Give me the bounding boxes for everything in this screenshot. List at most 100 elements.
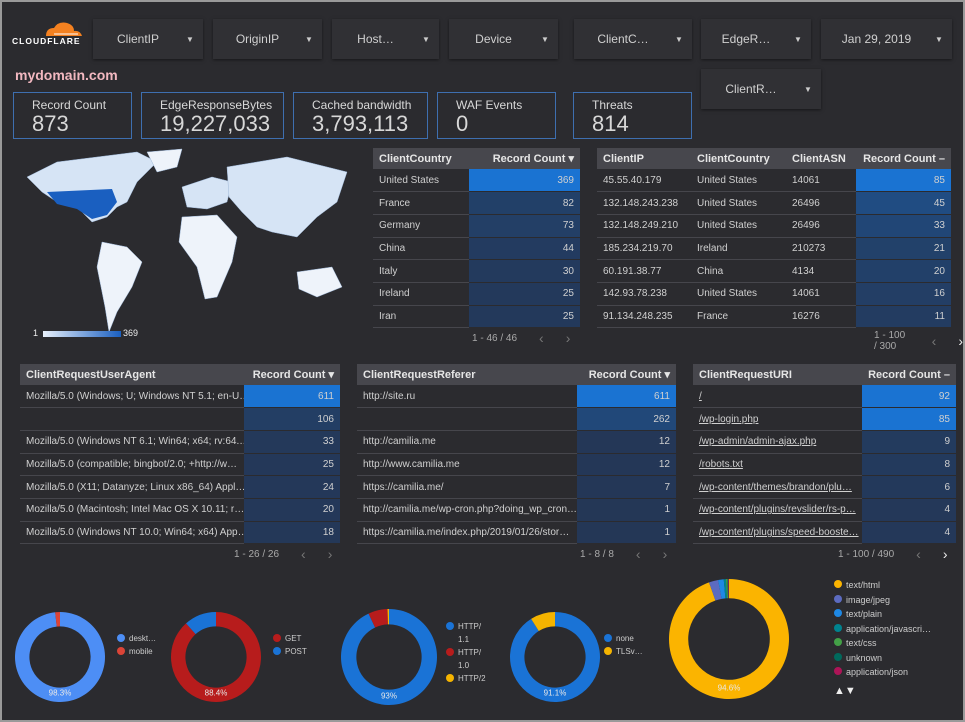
donut-slice[interactable]	[171, 612, 261, 702]
column-header[interactable]: Record Count –	[856, 148, 951, 169]
chevron-left-icon[interactable]: ‹	[301, 546, 306, 562]
filter-dropdown[interactable]: Host… ▼	[332, 19, 439, 59]
donut-slice[interactable]	[15, 612, 106, 702]
donut-slice[interactable]	[718, 579, 726, 599]
donut-slice[interactable]	[341, 609, 437, 705]
column-header[interactable]: Record Count ▾	[469, 148, 580, 169]
table-row[interactable]: Iran 25	[373, 305, 580, 329]
legend-item[interactable]: HTTP/ 1.0	[446, 646, 486, 672]
table-row[interactable]: http://site.ru 611	[357, 385, 676, 409]
column-header[interactable]: ClientRequestReferer	[357, 364, 577, 385]
legend-item[interactable]: text/plain	[834, 607, 944, 622]
table-row[interactable]: Ireland 25	[373, 282, 580, 306]
donut-slice[interactable]	[186, 612, 216, 635]
legend-pager-arrows[interactable]: ▲▼	[834, 684, 856, 697]
filter-dropdown[interactable]: ClientR… ▼	[701, 69, 821, 109]
chevron-left-icon[interactable]: ‹	[635, 546, 641, 562]
legend-item[interactable]: TLSv…	[604, 645, 644, 658]
column-header[interactable]: Record Count ▾	[244, 364, 340, 385]
table-row[interactable]: Mozilla/5.0 (Macintosh; Intel Mac OS X 1…	[20, 498, 340, 522]
legend-item[interactable]: deskt…	[117, 632, 157, 645]
legend-item[interactable]: mobile	[117, 645, 157, 658]
table-row[interactable]: France 82	[373, 191, 580, 215]
table-row[interactable]: 91.134.248.235 France 16276 11	[597, 305, 951, 329]
table-row[interactable]: China 44	[373, 237, 580, 261]
legend-item[interactable]: unknown	[834, 651, 944, 666]
donut-slice[interactable]	[531, 612, 555, 632]
column-header[interactable]: Record Count –	[862, 364, 956, 385]
filter-dropdown[interactable]: Jan 29, 2019 ▼	[821, 19, 952, 59]
filter-dropdown[interactable]: EdgeR… ▼	[701, 19, 811, 59]
table-row[interactable]: 185.234.219.70 Ireland 210273 21	[597, 237, 951, 261]
donut-slice[interactable]	[510, 612, 600, 702]
table-row[interactable]: http://camilia.me 12	[357, 430, 676, 454]
column-header[interactable]: ClientIP	[597, 148, 691, 169]
filter-dropdown[interactable]: Device ▼	[449, 19, 558, 59]
donut-slice[interactable]	[728, 579, 729, 599]
donut-slice[interactable]	[723, 579, 727, 599]
table-row[interactable]: /wp-content/themes/brandon/plu… 6	[693, 475, 956, 499]
legend-item[interactable]: HTTP/2	[446, 672, 486, 685]
table-row[interactable]: 106	[20, 407, 340, 431]
chevron-right-icon[interactable]: ›	[327, 546, 333, 562]
chevron-right-icon[interactable]: ›	[565, 330, 571, 346]
legend-item[interactable]: image/jpeg	[834, 593, 944, 608]
table-row[interactable]: Germany 73	[373, 214, 580, 238]
table-row[interactable]: 262	[357, 407, 676, 431]
uri-link[interactable]: /wp-content/plugins/revslider/rs-p…	[699, 504, 856, 516]
table-row[interactable]: 60.191.38.77 China 4134 20	[597, 259, 951, 283]
column-header[interactable]: ClientCountry	[373, 148, 469, 169]
table-row[interactable]: Mozilla/5.0 (X11; Datanyze; Linux x86_64…	[20, 475, 340, 499]
table-row[interactable]: / 92	[693, 385, 956, 409]
chevron-right-icon[interactable]: ›	[662, 546, 668, 562]
column-header[interactable]: Record Count ▾	[577, 364, 676, 385]
table-row[interactable]: Mozilla/5.0 (Windows NT 10.0; Win64; x64…	[20, 521, 340, 545]
uri-link[interactable]: /robots.txt	[699, 458, 743, 470]
uri-link[interactable]: /wp-content/themes/brandon/plu…	[699, 481, 852, 493]
table-row[interactable]: Mozilla/5.0 (compatible; bingbot/2.0; +h…	[20, 453, 340, 477]
chevron-left-icon[interactable]: ‹	[539, 330, 544, 346]
table-row[interactable]: http://camilia.me/wp-cron.php?doing_wp_c…	[357, 498, 676, 522]
table-row[interactable]: /wp-login.php 85	[693, 407, 956, 431]
uri-link[interactable]: /wp-login.php	[699, 413, 759, 425]
table-row[interactable]: Mozilla/5.0 (Windows NT 6.1; Win64; x64;…	[20, 430, 340, 454]
donut-slice[interactable]	[55, 612, 60, 627]
table-row[interactable]: /robots.txt 8	[693, 453, 956, 477]
column-header[interactable]: ClientCountry	[691, 148, 786, 169]
filter-dropdown[interactable]: ClientIP ▼	[93, 19, 203, 59]
column-header[interactable]: ClientASN	[786, 148, 856, 169]
donut-slice[interactable]	[669, 579, 789, 699]
legend-item[interactable]: application/json	[834, 665, 944, 680]
table-row[interactable]: /wp-content/plugins/revslider/rs-p… 4	[693, 498, 956, 522]
table-row[interactable]: 132.148.243.238 United States 26496 45	[597, 191, 951, 215]
chevron-left-icon[interactable]: ‹	[916, 546, 921, 562]
table-row[interactable]: United States 369	[373, 169, 580, 193]
table-row[interactable]: Mozilla/5.0 (Windows; U; Windows NT 5.1;…	[20, 385, 340, 409]
column-header[interactable]: ClientRequestUserAgent	[20, 364, 244, 385]
uri-link[interactable]: /wp-content/plugins/speed-booste…	[699, 526, 859, 538]
filter-dropdown[interactable]: ClientC… ▼	[574, 19, 692, 59]
table-row[interactable]: https://camilia.me/7	[357, 475, 676, 499]
uri-link[interactable]: /wp-admin/admin-ajax.php	[699, 436, 817, 448]
donut-slice[interactable]	[725, 579, 728, 599]
legend-item[interactable]: text/html	[834, 578, 944, 593]
table-row[interactable]: /wp-content/plugins/speed-booste… 4	[693, 521, 956, 545]
table-row[interactable]: 132.148.249.210 United States 26496 33	[597, 214, 951, 238]
uri-link[interactable]: /	[699, 390, 702, 402]
chevron-right-icon[interactable]: ›	[958, 333, 963, 349]
table-row[interactable]: https://camilia.me/index.php/2019/01/26/…	[357, 521, 676, 545]
table-row[interactable]: 142.93.78.238 United States 14061 16	[597, 282, 951, 306]
legend-item[interactable]: application/javascri…	[834, 622, 944, 637]
donut-slice[interactable]	[709, 579, 722, 601]
legend-item[interactable]: POST	[273, 645, 313, 658]
column-header[interactable]: ClientRequestURI	[693, 364, 862, 385]
chevron-right-icon[interactable]: ›	[942, 546, 948, 562]
table-row[interactable]: Italy 30	[373, 259, 580, 283]
donut-slice[interactable]	[387, 609, 389, 625]
legend-item[interactable]: text/css	[834, 636, 944, 651]
legend-item[interactable]: none	[604, 632, 644, 645]
chevron-left-icon[interactable]: ‹	[931, 333, 937, 349]
filter-dropdown[interactable]: OriginIP ▼	[213, 19, 322, 59]
legend-item[interactable]: GET	[273, 632, 313, 645]
donut-slice[interactable]	[727, 579, 729, 599]
